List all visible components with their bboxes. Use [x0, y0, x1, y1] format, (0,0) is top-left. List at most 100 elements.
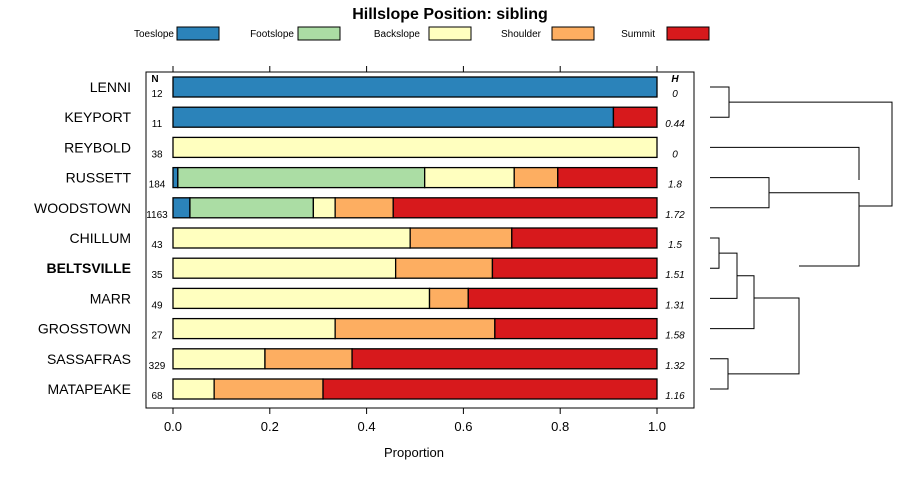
bar-segment-shoulder [513, 166, 559, 189]
category-label: GROSSTOWN [38, 321, 131, 337]
bar-segment-backslope [172, 287, 431, 310]
bar-segment-backslope [172, 348, 266, 370]
bar-segment-summit [494, 317, 658, 340]
dendrogram-branch [729, 101, 893, 207]
dendrogram-branch [710, 358, 729, 390]
bar-segment-shoulder [428, 287, 469, 310]
dendrogram-branch [710, 86, 730, 118]
bar-segment-backslope [424, 166, 515, 189]
bar-segment-toeslope [172, 166, 179, 189]
bar-segment-shoulder [264, 348, 353, 370]
bar-segment-footslope [189, 197, 315, 219]
h-value: 0 [672, 89, 678, 100]
bar-segment-backslope [312, 197, 336, 219]
bar-segment-footslope [177, 166, 426, 189]
bar-segment-summit [322, 378, 658, 400]
bar-segment-backslope [172, 227, 411, 249]
x-axis-label: Proportion [384, 445, 444, 460]
category-label: REYBOLD [64, 139, 131, 155]
bar-segment-summit [511, 227, 658, 249]
category-label: CHILLUM [70, 230, 131, 246]
x-axis: 0.0 0.2 0.4 0.6 0.8 1.0 [164, 66, 666, 434]
n-column-header: N [151, 74, 158, 85]
bar-segment-summit [351, 348, 658, 370]
dendrogram-branch [710, 146, 860, 180]
bar-segment-summit [392, 197, 658, 219]
legend-label-footslope: Footslope [250, 29, 294, 40]
category-label: BELTSVILLE [46, 260, 131, 276]
n-value: 68 [151, 391, 163, 402]
x-tick-label: 0.8 [551, 419, 569, 434]
h-column-header: H [671, 74, 679, 85]
category-label: WOODSTOWN [34, 200, 131, 216]
n-value: 329 [149, 361, 166, 372]
x-tick-label: 0.6 [454, 419, 472, 434]
n-value: 43 [151, 240, 163, 251]
bar-segment-toeslope [172, 106, 615, 128]
h-value: 1.5 [668, 240, 682, 251]
bar-segment-toeslope [172, 76, 658, 98]
legend-swatch-summit [666, 26, 710, 41]
bar-segment-toeslope [172, 197, 191, 219]
n-value: 1163 [146, 210, 168, 221]
category-label: SASSAFRAS [47, 351, 131, 367]
x-tick-label: 0.2 [261, 419, 279, 434]
legend: Toeslope Footslope Backslope Shoulder Summit [134, 26, 710, 41]
n-value: 27 [151, 331, 163, 342]
dendrogram [710, 86, 893, 390]
h-value: 1.72 [665, 210, 685, 221]
legend-label-shoulder: Shoulder [501, 29, 542, 40]
n-value: 11 [152, 119, 163, 130]
dendrogram-branch [710, 252, 738, 299]
h-value: 0 [672, 149, 678, 160]
h-value: 1.8 [668, 180, 682, 191]
legend-swatch-shoulder [551, 26, 595, 41]
n-value: 38 [151, 149, 163, 160]
bar-segment-shoulder [213, 378, 324, 400]
category-label: RUSSETT [66, 170, 132, 186]
bar-segment-summit [491, 257, 658, 279]
n-value: 35 [151, 270, 163, 281]
h-value: 0.44 [665, 119, 685, 130]
legend-label-toeslope: Toeslope [134, 29, 174, 40]
legend-swatch-backslope [428, 26, 472, 41]
dendrogram-branch [710, 237, 720, 269]
bar-segment-shoulder [409, 227, 513, 249]
bar-segment-backslope [172, 317, 336, 340]
x-tick-label: 1.0 [648, 419, 666, 434]
n-value: 49 [151, 300, 163, 311]
bar-segment-shoulder [334, 197, 394, 219]
chart-title: Hillslope Position: sibling [352, 6, 548, 23]
h-value: 1.58 [665, 331, 685, 342]
category-label: MARR [90, 290, 131, 306]
dendrogram-branch [728, 297, 800, 375]
h-value: 1.31 [665, 300, 684, 311]
bar-group [172, 76, 658, 400]
h-value: 1.51 [665, 270, 684, 281]
dendrogram-branch [769, 192, 860, 267]
bar-segment-shoulder [334, 317, 496, 340]
dendrogram-branch [710, 177, 770, 209]
legend-label-backslope: Backslope [374, 29, 421, 40]
bar-segment-summit [612, 106, 658, 128]
h-value: 1.32 [665, 361, 685, 372]
category-label: MATAPEAKE [47, 381, 131, 397]
dendrogram-branch [710, 275, 755, 330]
category-label: LENNI [90, 79, 131, 95]
category-label: KEYPORT [64, 109, 131, 125]
bar-segment-backslope [172, 378, 215, 400]
bar-segment-backslope [172, 136, 658, 159]
legend-swatch-footslope [297, 26, 341, 41]
h-column: 0 0.44 0 1.8 1.72 1.5 1.51 1.31 1.58 1.32 1.16 [665, 89, 685, 402]
h-value: 1.16 [665, 391, 685, 402]
bar-segment-summit [467, 287, 658, 310]
legend-swatch-toeslope [176, 26, 220, 41]
n-column: 12 11 38 184 1163 43 35 49 27 329 68 [146, 89, 168, 402]
category-labels: LENNI KEYPORT REYBOLD RUSSETT WOODSTOWN CHILL… [34, 79, 131, 397]
bar-segment-backslope [172, 257, 397, 279]
x-tick-label: 0.4 [358, 419, 376, 434]
x-tick-label: 0.0 [164, 419, 182, 434]
n-value: 184 [149, 180, 166, 191]
bar-segment-summit [557, 166, 658, 189]
